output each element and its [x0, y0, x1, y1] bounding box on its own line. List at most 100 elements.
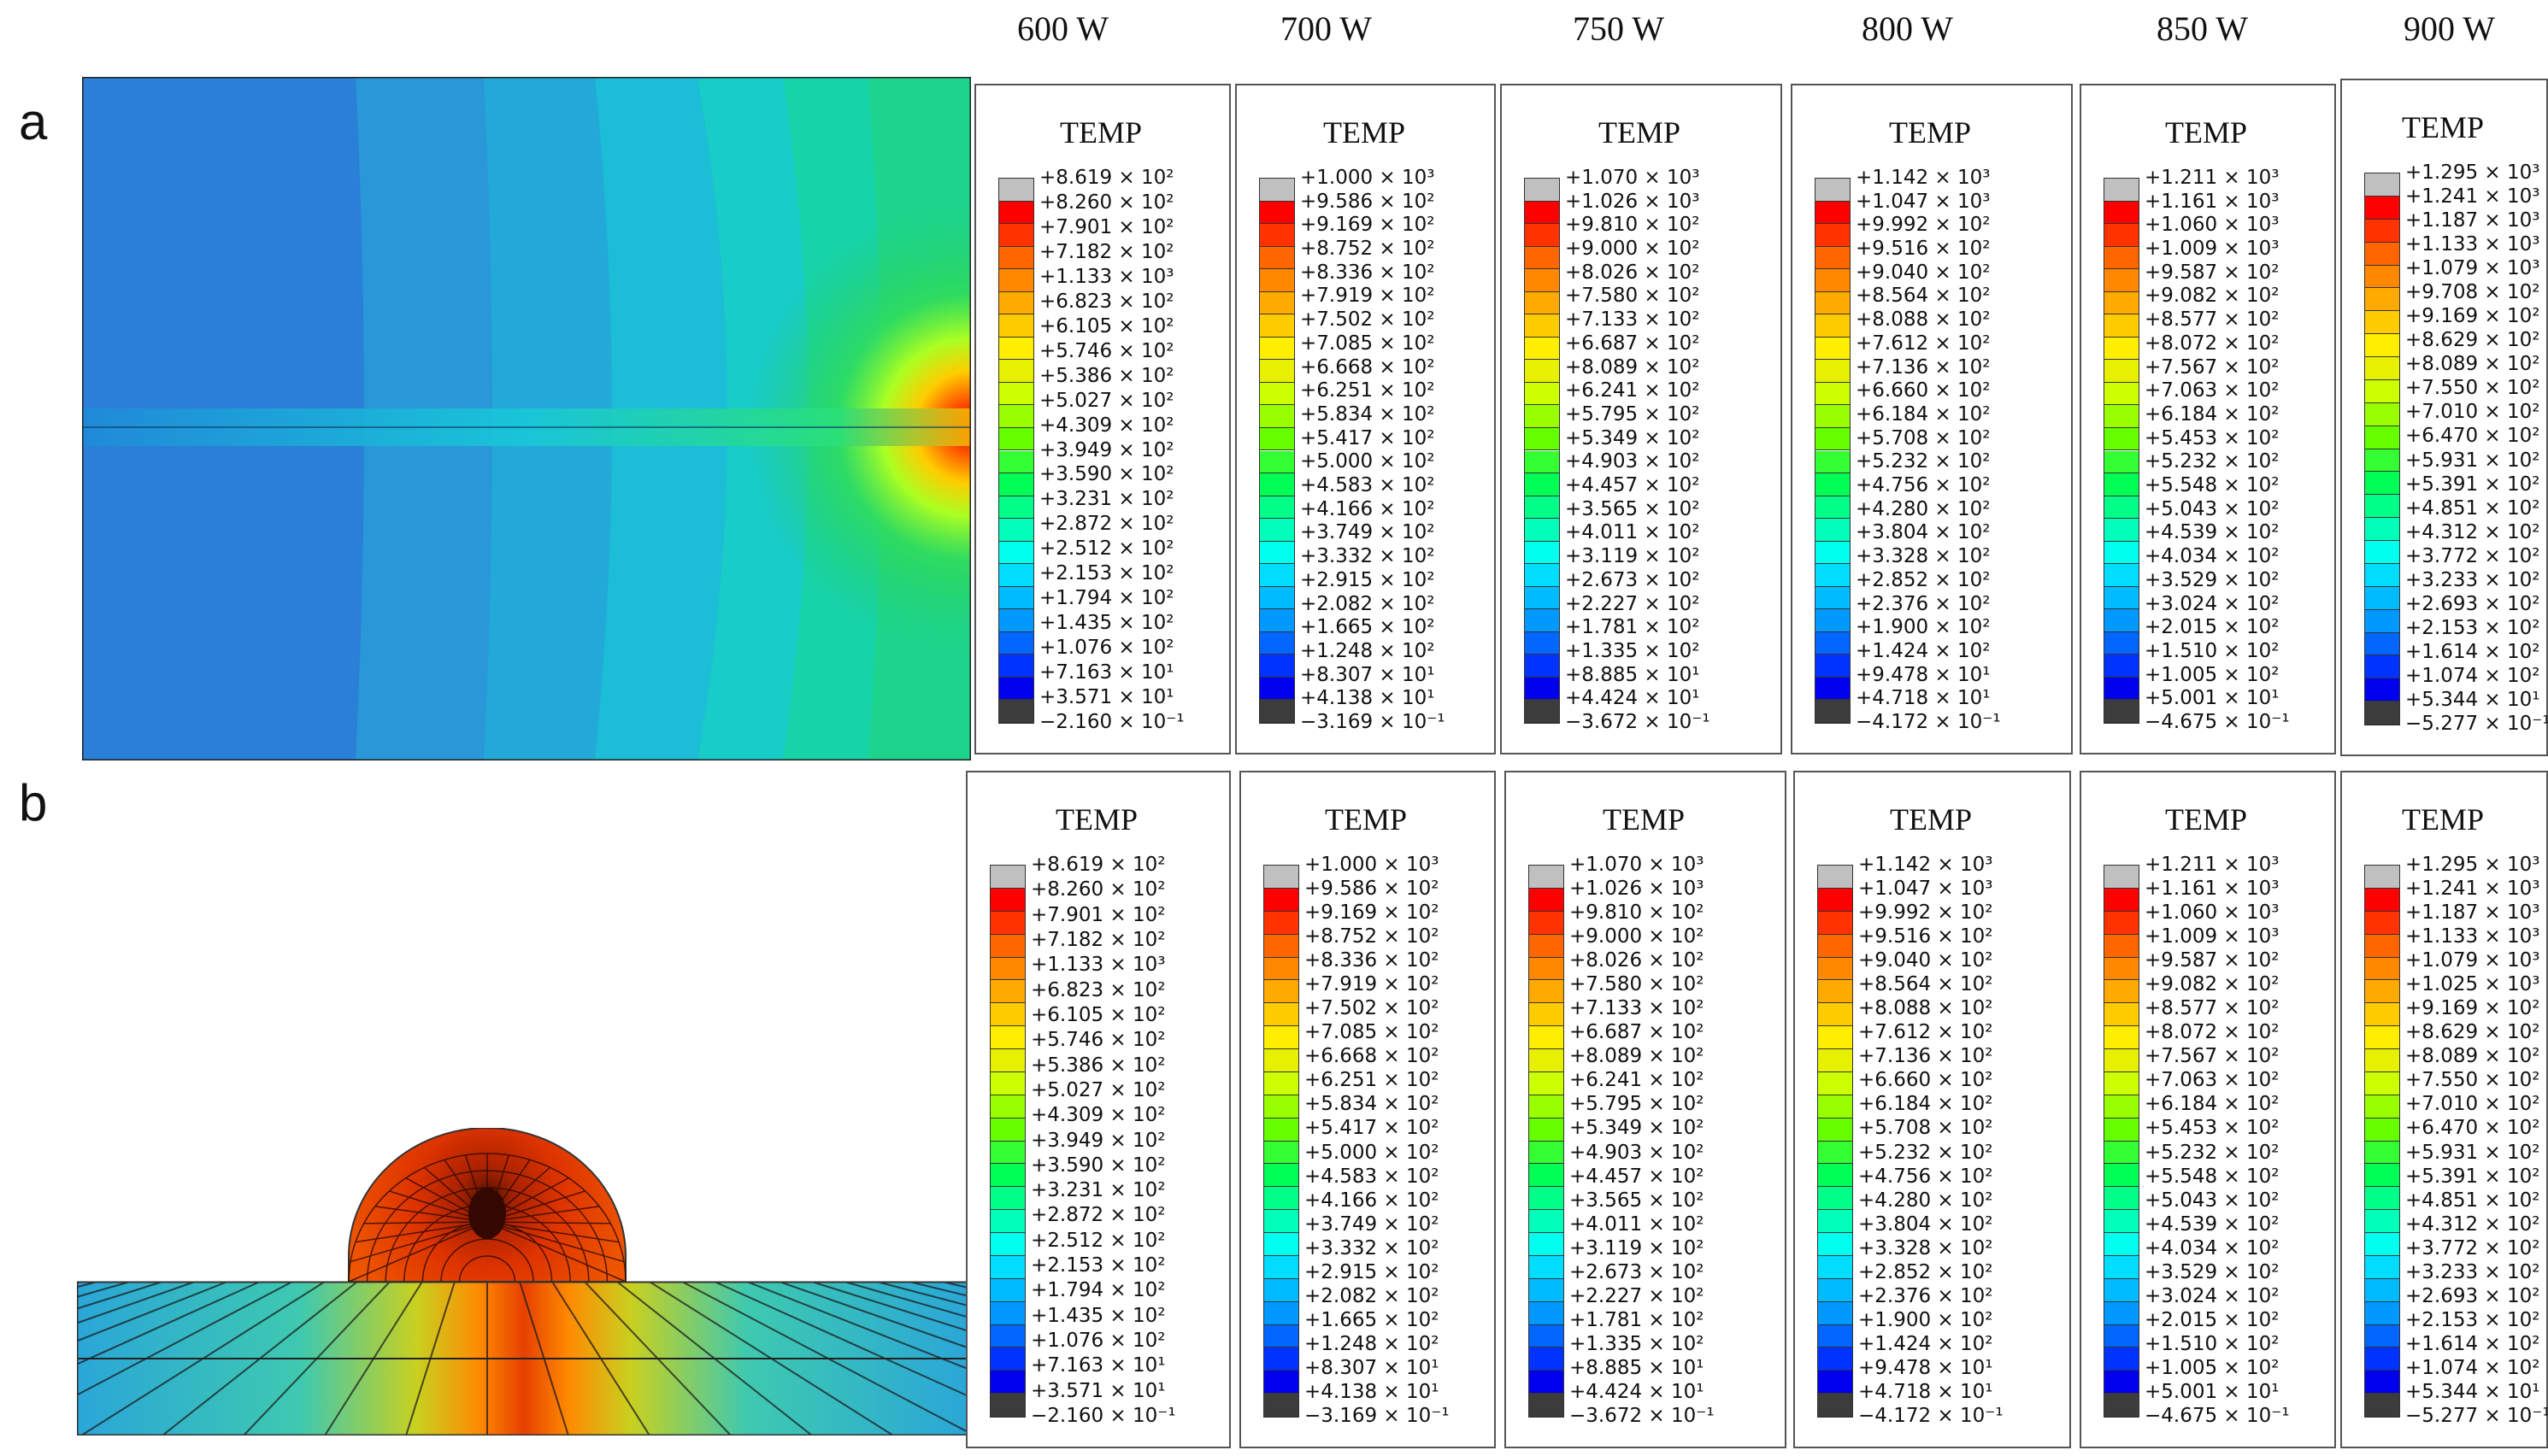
legend-tick-label: +1.241 × 10³ — [2405, 878, 2540, 900]
legend-swatch — [1264, 957, 1298, 981]
legend-tick-label: +2.852 × 10² — [1856, 569, 1991, 591]
legend-tick-label: +2.915 × 10² — [1300, 569, 1435, 591]
legend-swatch — [991, 1187, 1025, 1211]
legend-swatch — [1529, 1210, 1563, 1233]
legend-swatch — [2104, 496, 2139, 520]
legend-tick-label: +1.424 × 10² — [1856, 640, 1991, 662]
legend-color-bar — [1528, 865, 1564, 1418]
legend-tick-label: +4.312 × 10² — [2405, 521, 2540, 543]
legend-tick-label: +1.005 × 10² — [2145, 1357, 2280, 1379]
legend-color-bar — [1524, 178, 1560, 724]
legend-tick-label: +6.105 × 10² — [1039, 315, 1174, 338]
legend-swatch — [2365, 426, 2399, 449]
legend-swatch — [1529, 1026, 1563, 1049]
legend-swatch — [2104, 1095, 2139, 1118]
legend-swatch — [991, 1049, 1025, 1072]
legend-swatch — [991, 1301, 1025, 1325]
legend-swatch — [1525, 246, 1559, 270]
legend-swatch — [2104, 360, 2139, 383]
legend-swatch — [1529, 1371, 1563, 1394]
legend-tick-label: +3.233 × 10² — [2405, 1261, 2540, 1283]
legend-swatch — [1525, 382, 1559, 406]
mesh-ray — [363, 1221, 488, 1224]
legend-tick-label: +5.931 × 10² — [2405, 449, 2540, 472]
legend-swatch — [1815, 201, 1850, 225]
legend-swatch — [1525, 314, 1559, 338]
legend-swatch — [1815, 609, 1850, 632]
legend-swatch — [1818, 1141, 1852, 1165]
legend-tick-label: +1.060 × 10³ — [2145, 214, 2280, 236]
legend-tick-label: +1.211 × 10³ — [2145, 854, 2280, 876]
legend-swatch — [2365, 1095, 2399, 1118]
legend-swatch — [2104, 980, 2139, 1004]
legend-tick-label: +8.089 × 10² — [1565, 356, 1700, 379]
legend-tick-label: +9.169 × 10² — [1300, 214, 1435, 236]
legend-swatch — [1260, 224, 1294, 247]
legend-tick-label: +1.047 × 10³ — [1858, 878, 1993, 900]
legend-swatch — [1264, 911, 1298, 935]
legend-tick-label: +7.901 × 10² — [1031, 904, 1166, 926]
legend-tick-label: +5.001 × 10¹ — [2145, 1381, 2280, 1403]
legend-tick-label: +8.752 × 10² — [1304, 925, 1439, 948]
mesh-ray — [486, 1221, 627, 1283]
legend-tick-label: +5.834 × 10² — [1300, 403, 1435, 426]
legend-swatch — [991, 1324, 1025, 1348]
legend-tick-label: +7.567 × 10² — [2145, 356, 2280, 379]
legend-tick-label: +8.336 × 10² — [1304, 949, 1439, 972]
legend-tick-label: +7.901 × 10² — [1039, 216, 1174, 238]
legend-swatch — [999, 564, 1033, 587]
legend-tick-label: +1.074 × 10² — [2405, 665, 2540, 687]
legend-swatch — [2365, 957, 2399, 981]
legend-tick-label: +4.138 × 10¹ — [1300, 687, 1435, 709]
legend-swatch — [2104, 314, 2139, 338]
legend-swatch — [1525, 700, 1559, 723]
legend-tick-label: +4.166 × 10² — [1304, 1189, 1439, 1212]
legend-tick-label: +7.063 × 10² — [2145, 1069, 2280, 1091]
legend-tick-label: +2.376 × 10² — [1858, 1285, 1993, 1307]
legend-swatch — [1260, 427, 1294, 451]
legend-swatch — [1818, 1187, 1852, 1211]
legend-tick-label: −2.160 × 10⁻¹ — [1039, 711, 1185, 733]
legend-swatch — [999, 291, 1033, 315]
legend-swatch — [999, 700, 1033, 723]
legend-swatch — [2365, 1255, 2399, 1279]
legend-tick-label: +6.660 × 10² — [1858, 1069, 1993, 1091]
legend-tick-label: +4.034 × 10² — [2145, 1237, 2280, 1259]
legend-swatch — [1815, 586, 1850, 610]
legend-tick-label: +5.344 × 10¹ — [2405, 689, 2540, 711]
legend-swatch — [2365, 1233, 2399, 1256]
legend-swatch — [2104, 888, 2139, 912]
legend-swatch — [1525, 224, 1559, 247]
legend-tick-label: −4.675 × 10⁻¹ — [2145, 711, 2290, 733]
legend-swatch — [1818, 1071, 1852, 1095]
legend-tick-label: +3.328 × 10² — [1856, 545, 1991, 567]
legend-tick-label: +4.424 × 10¹ — [1565, 687, 1700, 709]
legend-tick-label: +4.718 × 10¹ — [1858, 1381, 1993, 1403]
legend-tick-label: +8.072 × 10² — [2145, 1021, 2280, 1043]
legend-swatch — [1260, 291, 1294, 315]
legend-swatch — [999, 450, 1033, 474]
legend-tick-label: +2.015 × 10² — [2145, 1309, 2280, 1331]
legend-swatch — [2104, 1003, 2139, 1027]
legend-tick-label: +5.453 × 10² — [2145, 1117, 2280, 1139]
legend-swatch — [1260, 382, 1294, 406]
legend-swatch — [1818, 1118, 1852, 1142]
legend-swatch — [1525, 655, 1559, 678]
legend-tick-label: +4.583 × 10² — [1300, 474, 1435, 496]
legend-swatch — [2104, 1301, 2139, 1325]
legend-tick-label: +6.184 × 10² — [2145, 403, 2280, 426]
legend-tick-label: +5.746 × 10² — [1031, 1029, 1166, 1051]
legend-tick-label: +4.034 × 10² — [2145, 545, 2280, 567]
legend-swatch — [2365, 1278, 2399, 1302]
legend-swatch — [1815, 519, 1850, 542]
legend-swatch — [2365, 357, 2399, 380]
legend-tick-label: −3.169 × 10⁻¹ — [1304, 1405, 1450, 1427]
legend-tick-label: +4.539 × 10² — [2145, 1213, 2280, 1236]
legend-tick-label: +6.668 × 10² — [1304, 1045, 1439, 1067]
legend-box: TEMP +8.619 × 10² +8.260 × 10² +7.901 × 10²… — [974, 84, 1231, 754]
legend-tick-label: +2.512 × 10² — [1031, 1230, 1166, 1252]
legend-tick-label: +1.142 × 10³ — [1856, 167, 1991, 189]
legend-swatch — [999, 201, 1033, 225]
legend-tick-label: +5.027 × 10² — [1031, 1079, 1166, 1101]
legend-tick-label: +5.232 × 10² — [1858, 1142, 1993, 1164]
